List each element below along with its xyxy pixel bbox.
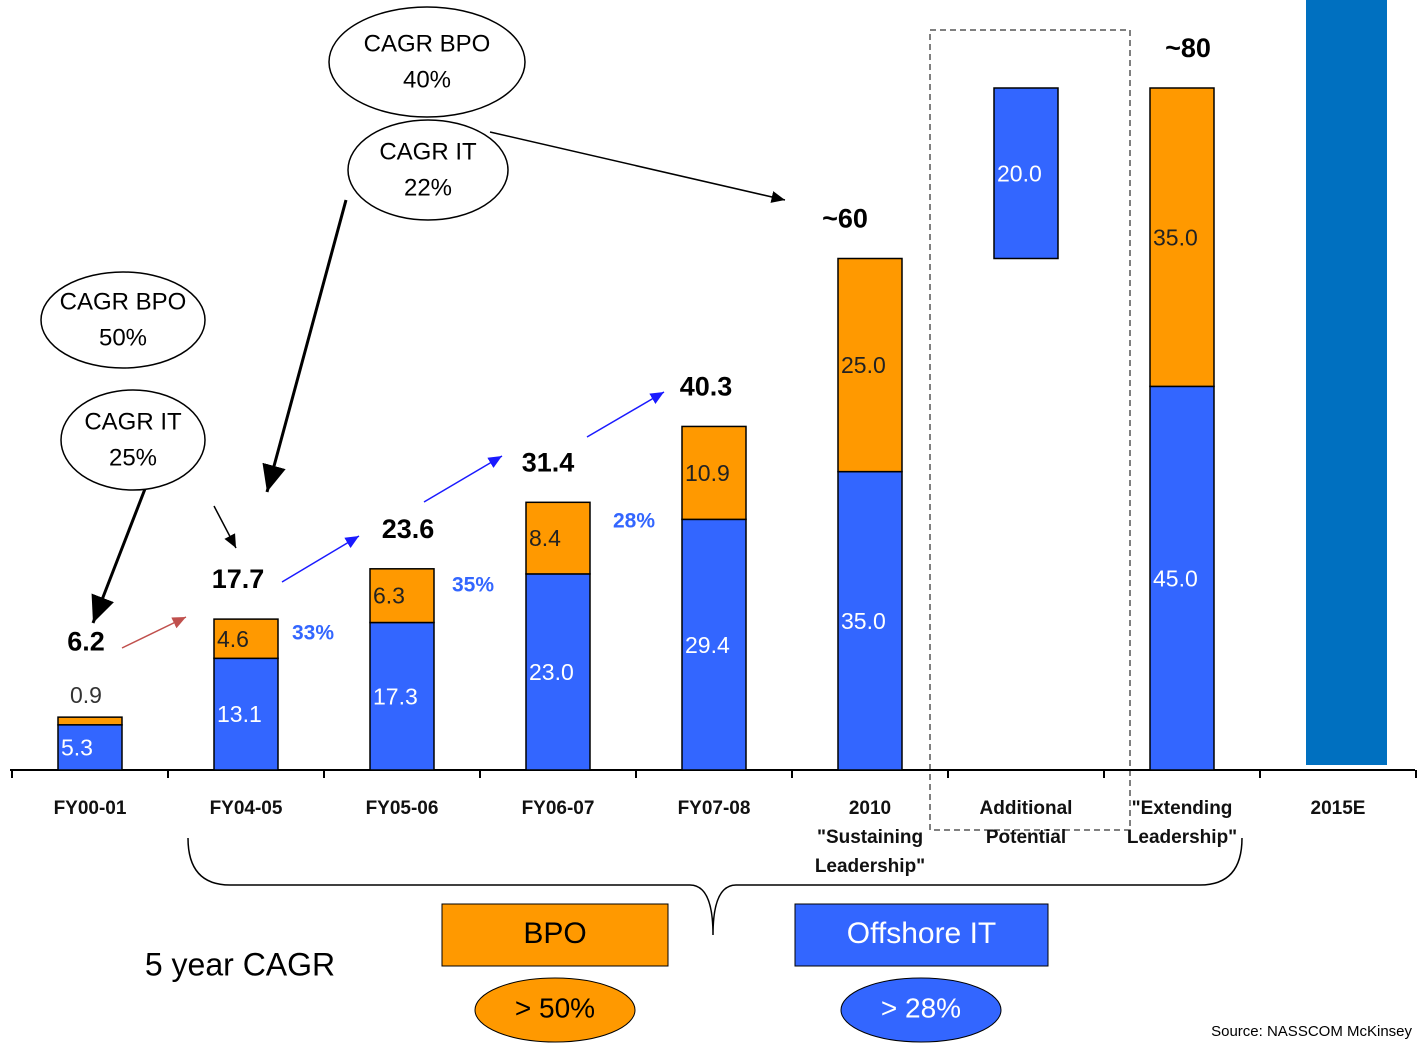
value-label: 13.1	[217, 701, 262, 727]
cagr-label: 5 year CAGR	[145, 946, 335, 982]
cagr-value: > 28%	[881, 992, 961, 1023]
value-label: 23.0	[529, 659, 574, 685]
callout-text: 25%	[109, 444, 157, 471]
total-label: 17.7	[212, 564, 265, 594]
bar-segment	[525, 501, 591, 575]
value-label: 10.9	[685, 460, 730, 486]
legend-swatch	[794, 903, 1049, 967]
bar-segment	[213, 657, 279, 771]
value-label: 25.0	[841, 352, 886, 378]
total-label: ~80	[1165, 33, 1211, 63]
bar-segment	[681, 518, 747, 771]
bar-segment	[369, 621, 435, 771]
bar-segment	[213, 618, 279, 660]
x-tick-label: FY07-08	[677, 798, 751, 819]
total-label: 40.3	[680, 372, 733, 402]
callout-text: 40%	[403, 66, 451, 93]
value-label: 35.0	[1153, 224, 1198, 250]
value-label: 20.0	[997, 160, 1042, 186]
dashed-box	[929, 29, 1131, 831]
value-label: 8.4	[529, 525, 561, 551]
source: Source: NASSCOM McKinsey	[1211, 1023, 1412, 1040]
callout	[40, 271, 206, 369]
legend-label: BPO	[523, 917, 586, 950]
growth-rate: 33%	[292, 622, 334, 645]
bar-segment	[837, 470, 903, 771]
legend-label: Offshore IT	[847, 917, 997, 950]
x-tick-label: 2015E	[1310, 798, 1366, 819]
bar-segment	[1149, 385, 1215, 771]
value-label: 4.6	[217, 626, 249, 652]
value-label: 17.3	[373, 683, 418, 709]
bar-segment	[993, 87, 1059, 260]
cagr-value: > 50%	[515, 992, 595, 1023]
bar-segment	[57, 716, 123, 726]
callout	[347, 119, 509, 221]
callout-text: 22%	[404, 174, 452, 201]
x-tick-label: FY04-05	[209, 798, 283, 819]
callout-text: CAGR IT	[84, 408, 182, 435]
x-tick-label: FY05-06	[365, 798, 439, 819]
bar-segment	[681, 425, 747, 521]
x-tick-label: FY00-01	[53, 798, 127, 819]
total-label: 6.2	[67, 626, 105, 656]
callout-text: 50%	[99, 324, 147, 351]
bar-segment	[837, 257, 903, 473]
callout-text: CAGR BPO	[60, 288, 187, 315]
value-label: 35.0	[841, 608, 886, 634]
x-tick-label: FY06-07	[521, 798, 595, 819]
x-tick-label: "Extending Leadership"	[1126, 798, 1238, 848]
arrows	[91, 131, 786, 649]
callout	[60, 389, 206, 491]
growth-rate: 28%	[613, 510, 655, 533]
growth-rate: 35%	[452, 574, 494, 597]
total-label: 23.6	[382, 514, 435, 544]
cagr-ellipse	[474, 977, 636, 1043]
callout	[328, 6, 526, 118]
value-label: 0.9	[70, 682, 102, 708]
callout-text: CAGR BPO	[364, 30, 491, 57]
callout-text: CAGR IT	[379, 138, 477, 165]
x-tick-label: Additional Potential	[979, 798, 1073, 848]
total-label: ~60	[822, 204, 868, 234]
bar-segment	[1149, 87, 1215, 388]
value-label: 5.3	[61, 734, 93, 760]
value-label: 6.3	[373, 583, 405, 609]
legend-swatch	[441, 903, 669, 967]
brace	[187, 837, 1243, 936]
cagr-ellipse	[840, 977, 1002, 1043]
bar-segment	[369, 568, 435, 624]
cut-off-bar	[1306, 0, 1387, 765]
value-label: 45.0	[1153, 565, 1198, 591]
total-label: 31.4	[522, 447, 575, 477]
x-tick-label: 2010 "Sustaining Leadership"	[814, 798, 926, 877]
value-label: 29.4	[685, 632, 730, 658]
